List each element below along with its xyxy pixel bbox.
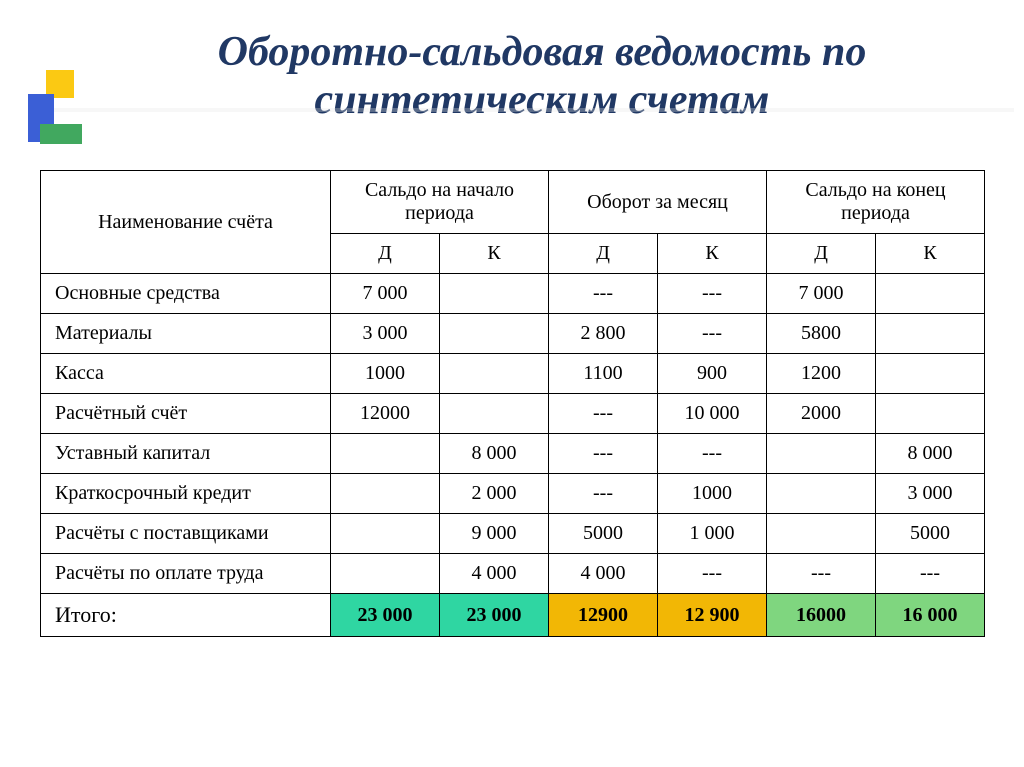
cell-start-d: 1000 [331,354,440,394]
cell-end-d [767,434,876,474]
cell-turn-d: --- [549,274,658,314]
col-end-k: К [876,234,985,274]
cell-turn-k: 1000 [658,474,767,514]
col-turn-k: К [658,234,767,274]
total-start-d: 23 000 [331,594,440,637]
cell-turn-k: 10 000 [658,394,767,434]
table-row: Касса1000 11009001200 [41,354,985,394]
cell-start-d: 7 000 [331,274,440,314]
name: Расчёты по оплате труда [41,554,331,594]
cell-turn-d: --- [549,474,658,514]
cell-start-d: 3 000 [331,314,440,354]
cell-end-d: 7 000 [767,274,876,314]
name: Касса [41,354,331,394]
cell-end-d [767,474,876,514]
cell-turn-d: 5000 [549,514,658,554]
name: Основные средства [41,274,331,314]
table-row: Основные средства7 000------7 000 [41,274,985,314]
total-start-k: 23 000 [440,594,549,637]
col-end-header: Сальдо на конец периода [767,171,985,234]
table-row: Расчёты по оплате труда4 0004 000-------… [41,554,985,594]
cell-end-d: --- [767,554,876,594]
balance-table: Наименование счёта Сальдо на начало пери… [40,170,985,637]
cell-end-k: 3 000 [876,474,985,514]
cell-start-k [440,394,549,434]
cell-start-d [331,434,440,474]
name: Уставный капитал [41,434,331,474]
total-label: Итого: [41,594,331,637]
col-turn-d: Д [549,234,658,274]
corner-decoration [28,70,88,150]
cell-turn-d: 1100 [549,354,658,394]
cell-turn-k: 900 [658,354,767,394]
cell-end-k [876,354,985,394]
decoration-rule [54,108,1014,112]
cell-turn-d: --- [549,434,658,474]
total-turn-k: 12 900 [658,594,767,637]
table-row: Материалы3 000 2 800---5800 [41,314,985,354]
col-start-header: Сальдо на начало периода [331,171,549,234]
decoration-green [40,124,82,144]
col-start-d: Д [331,234,440,274]
cell-start-d [331,474,440,514]
name: Материалы [41,314,331,354]
cell-turn-k: --- [658,314,767,354]
cell-start-k [440,354,549,394]
table-row: Краткосрочный кредит 2 000---1000 3 000 [41,474,985,514]
table-total-row: Итого:23 00023 0001290012 9001600016 000 [41,594,985,637]
cell-end-d: 2000 [767,394,876,434]
name: Расчётный счёт [41,394,331,434]
header-row-1: Наименование счёта Сальдо на начало пери… [41,171,985,234]
cell-turn-k: --- [658,554,767,594]
cell-end-k [876,274,985,314]
total-turn-d: 12900 [549,594,658,637]
name: Расчёты с поставщиками [41,514,331,554]
balance-table-container: Наименование счёта Сальдо на начало пери… [40,170,984,637]
cell-start-k: 9 000 [440,514,549,554]
cell-turn-d: 2 800 [549,314,658,354]
cell-end-k: --- [876,554,985,594]
cell-turn-d: 4 000 [549,554,658,594]
table-row: Расчёты с поставщиками9 00050001 0005000 [41,514,985,554]
total-end-d: 16000 [767,594,876,637]
col-name-header: Наименование счёта [41,171,331,274]
cell-turn-d: --- [549,394,658,434]
table-row: Уставный капитал8 000------8 000 [41,434,985,474]
cell-start-d [331,554,440,594]
table-body: Основные средства7 000------7 000Материа… [41,274,985,637]
cell-end-k: 5000 [876,514,985,554]
cell-turn-k: --- [658,274,767,314]
cell-start-k: 2 000 [440,474,549,514]
col-end-d: Д [767,234,876,274]
cell-turn-k: 1 000 [658,514,767,554]
col-turn-header: Оборот за месяц [549,171,767,234]
cell-end-k [876,314,985,354]
slide-title: Оборотно-сальдовая ведомость по синтетич… [0,0,1024,125]
col-start-k: К [440,234,549,274]
cell-start-k: 8 000 [440,434,549,474]
cell-end-d: 1200 [767,354,876,394]
cell-end-d [767,514,876,554]
cell-start-k [440,314,549,354]
cell-start-k: 4 000 [440,554,549,594]
cell-end-k [876,394,985,434]
table-row: Расчётный счёт12000 ---10 0002000 [41,394,985,434]
total-end-k: 16 000 [876,594,985,637]
cell-start-d: 12000 [331,394,440,434]
cell-end-k: 8 000 [876,434,985,474]
cell-end-d: 5800 [767,314,876,354]
cell-start-d [331,514,440,554]
cell-start-k [440,274,549,314]
cell-turn-k: --- [658,434,767,474]
name: Краткосрочный кредит [41,474,331,514]
